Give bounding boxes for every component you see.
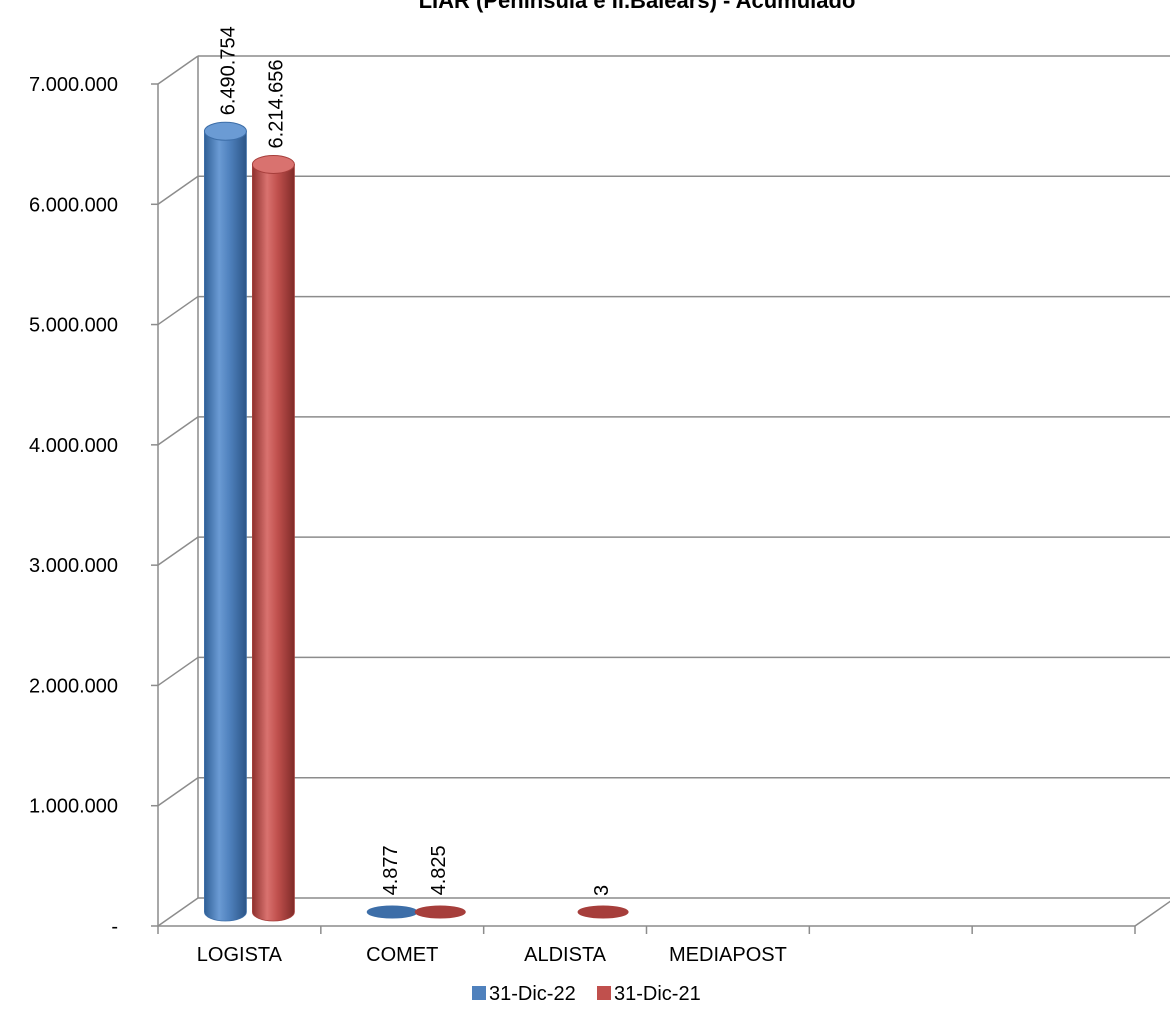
legend-swatch xyxy=(472,986,486,1000)
y-tick-label: 1.000.000 xyxy=(29,796,118,818)
gridline-side xyxy=(157,777,199,807)
bar-flat-31-Dic-22-COMET xyxy=(366,905,418,919)
x-category-label: LOGISTA xyxy=(197,944,283,966)
gridline-side xyxy=(157,416,199,446)
gridline-side xyxy=(157,897,199,927)
gridline-side xyxy=(157,295,199,326)
gridline-side xyxy=(157,536,199,566)
y-tick-label: 5.000.000 xyxy=(29,315,118,337)
x-axis: LOGISTA COMET ALDISTA MEDIAPOST xyxy=(157,900,1170,966)
gridline-side xyxy=(157,656,199,687)
x-category-label: COMET xyxy=(366,944,438,966)
y-axis-ticks: - 1.000.000 2.000.000 3.000.000 4.000.000 5.0… xyxy=(29,74,159,938)
x-category-label: MEDIAPOST xyxy=(669,944,787,966)
x-category-label: ALDISTA xyxy=(524,944,607,966)
bars xyxy=(203,121,629,922)
gridline-side xyxy=(157,175,199,205)
gridline-side xyxy=(157,55,199,85)
bar-cap xyxy=(251,154,295,174)
legend-swatch xyxy=(597,986,611,1000)
y-tick-label: 3.000.000 xyxy=(29,555,118,577)
bar-body xyxy=(252,164,295,922)
legend-label: 31-Dic-21 xyxy=(614,983,701,1005)
grid-lines xyxy=(157,55,1170,927)
bar-body xyxy=(204,130,247,922)
legend-item: 31-Dic-22 xyxy=(472,983,576,1005)
bar-31-Dic-22-LOGISTA xyxy=(203,121,247,922)
chart-title: LIAR (Península e Il.Balears) - Acumulad… xyxy=(419,0,856,13)
y-tick-label: 6.000.000 xyxy=(29,194,118,216)
data-labels: 6.490.754 4.877 6.214.656 4.825 3 xyxy=(217,26,613,896)
y-tick-label: - xyxy=(111,916,118,938)
legend-label: 31-Dic-22 xyxy=(489,983,576,1005)
y-tick-label: 4.000.000 xyxy=(29,435,118,457)
data-label: 4.877 xyxy=(380,845,402,895)
floor-edge xyxy=(1134,900,1170,927)
data-label: 6.214.656 xyxy=(265,59,287,148)
bar-31-Dic-21-LOGISTA xyxy=(251,154,295,922)
legend-item: 31-Dic-21 xyxy=(597,983,701,1005)
data-label: 4.825 xyxy=(428,845,450,895)
bar-flat-31-Dic-21-COMET xyxy=(414,905,466,919)
y-tick-label: 2.000.000 xyxy=(29,675,118,697)
data-label: 3 xyxy=(591,885,613,896)
data-label: 6.490.754 xyxy=(217,26,239,115)
legend: 31-Dic-22 31-Dic-21 xyxy=(472,983,701,1005)
y-tick-label: 7.000.000 xyxy=(29,74,118,96)
bar-cap xyxy=(203,121,247,141)
bar-flat-31-Dic-21-ALDISTA xyxy=(577,905,629,919)
